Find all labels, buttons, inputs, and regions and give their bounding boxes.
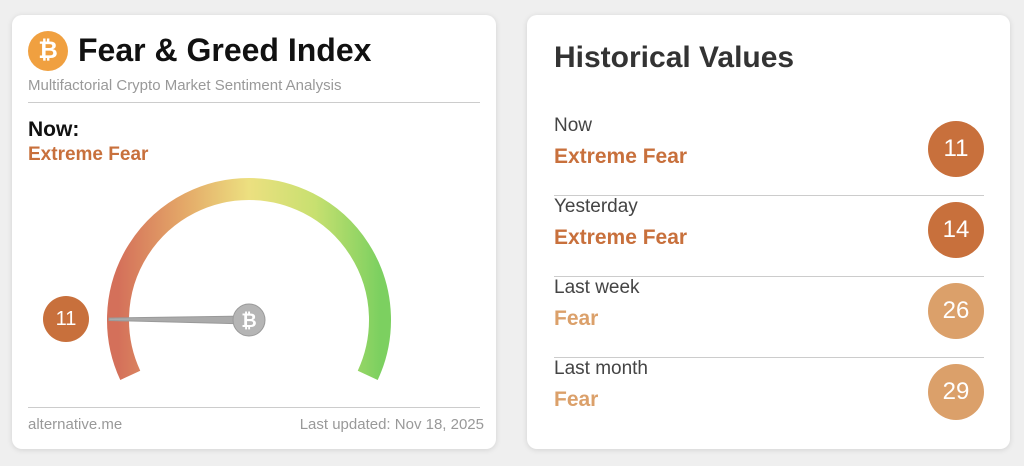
row-value-badge: 29 [928, 364, 984, 420]
row-value-badge: 26 [928, 283, 984, 339]
divider [28, 407, 480, 408]
needle-hub [232, 303, 266, 337]
now-classification: Extreme Fear [28, 144, 149, 165]
bitcoin-icon: ₿ [28, 31, 68, 71]
history-title: Historical Values [554, 41, 795, 74]
history-row: Now Extreme Fear 11 [554, 115, 984, 196]
row-label: Last month [554, 358, 648, 379]
gauge-arc [107, 178, 391, 380]
now-label: Now: [28, 118, 80, 141]
row-classification: Fear [554, 388, 599, 411]
history-row: Last month Fear 29 [554, 358, 984, 439]
gauge-needle [108, 315, 250, 325]
value-badge: 11 [43, 296, 89, 342]
row-value-badge: 11 [928, 121, 984, 177]
divider [554, 357, 984, 358]
historical-values-panel: Historical Values Now Extreme Fear 11 Ye… [527, 15, 1010, 449]
widget-title: Fear & Greed Index [78, 32, 372, 68]
row-classification: Extreme Fear [554, 226, 688, 249]
gauge: ₿ [107, 178, 391, 380]
history-row: Last week Fear 26 [554, 277, 984, 358]
row-value-badge: 14 [928, 202, 984, 258]
row-classification: Extreme Fear [554, 145, 688, 168]
divider [554, 276, 984, 277]
divider [28, 102, 480, 103]
widget-subtitle: Multifactorial Crypto Market Sentiment A… [28, 77, 342, 94]
row-label: Yesterday [554, 196, 638, 217]
last-updated: Last updated: Nov 18, 2025 [299, 416, 484, 433]
history-row: Yesterday Extreme Fear 14 [554, 196, 984, 277]
bitcoin-icon: ₿ [241, 310, 256, 332]
row-label: Last week [554, 277, 640, 298]
divider [554, 195, 984, 196]
source-link[interactable]: alternative.me [28, 416, 123, 433]
fear-greed-widget: ₿ Fear & Greed Index Multifactorial Cryp… [12, 15, 496, 449]
row-label: Now [554, 115, 593, 136]
row-classification: Fear [554, 307, 599, 330]
